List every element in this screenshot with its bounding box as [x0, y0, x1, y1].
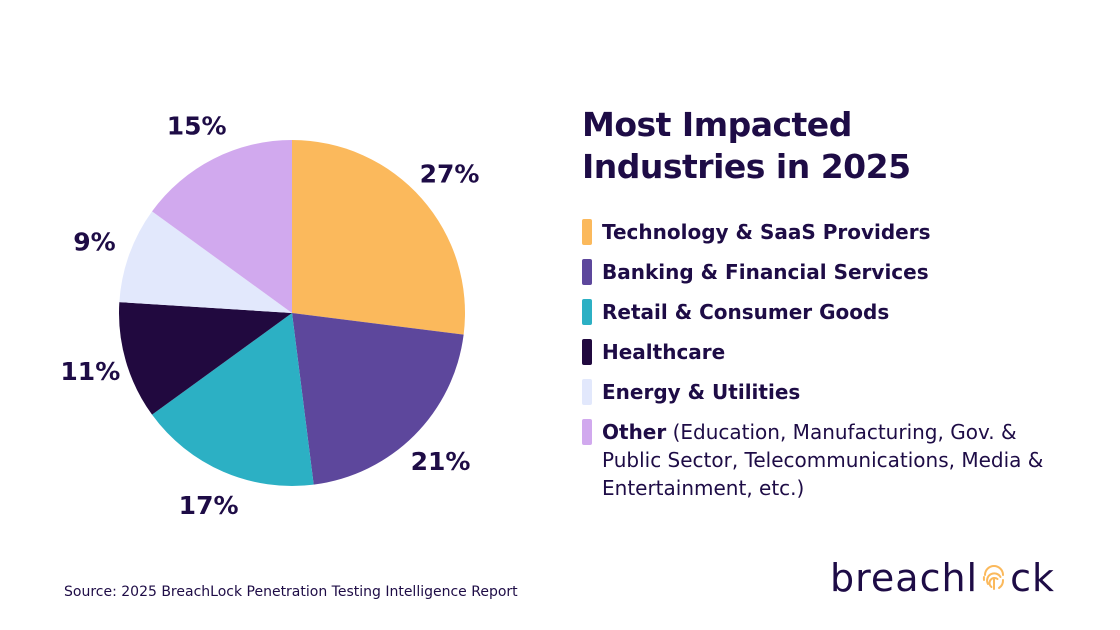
- legend-swatch: [582, 299, 592, 325]
- pie-value-label-4: 11%: [60, 357, 120, 386]
- legend-swatch: [582, 379, 592, 405]
- legend-detail: (Education, Manufacturing, Gov. & Public…: [602, 420, 1044, 500]
- legend: Technology & SaaS Providers Banking & Fi…: [582, 218, 1062, 514]
- pie-slice-6: [152, 140, 292, 313]
- pie-value-label-1: 27%: [420, 160, 480, 189]
- pie-slice-1: [292, 140, 465, 335]
- legend-swatch: [582, 339, 592, 365]
- pie-labels: 27% 21% 17% 11% 9% 15%: [60, 111, 479, 520]
- legend-item: Other (Education, Manufacturing, Gov. & …: [582, 418, 1062, 502]
- legend-item: Technology & SaaS Providers: [582, 218, 1062, 246]
- legend-item: Banking & Financial Services: [582, 258, 1062, 286]
- pie-value-label-5: 9%: [73, 227, 115, 256]
- brand-logo: breachl ck: [830, 556, 1055, 600]
- legend-label: Energy & Utilities: [602, 380, 801, 404]
- legend-item: Energy & Utilities: [582, 378, 1062, 406]
- legend-label: Healthcare: [602, 340, 726, 364]
- legend-label: Banking & Financial Services: [602, 260, 929, 284]
- legend-item: Healthcare: [582, 338, 1062, 366]
- legend-item: Retail & Consumer Goods: [582, 298, 1062, 326]
- pie-slice-2: [292, 313, 464, 485]
- source-note: Source: 2025 BreachLock Penetration Test…: [64, 584, 518, 600]
- pie-value-label-6: 15%: [167, 111, 227, 140]
- pie-value-label-2: 21%: [411, 447, 471, 476]
- pie-value-label-3: 17%: [179, 491, 239, 520]
- legend-label: Technology & SaaS Providers: [602, 220, 931, 244]
- pie-slice-3: [152, 313, 314, 486]
- brand-text-start: breachl: [830, 556, 979, 600]
- pie-slice-4: [118, 302, 292, 415]
- brand-text-end: ck: [1010, 556, 1056, 600]
- pie-slices: [118, 140, 465, 486]
- fingerprint-icon: [982, 565, 1005, 590]
- legend-swatch: [582, 419, 592, 445]
- pie-slice-5: [119, 211, 293, 313]
- legend-swatch: [582, 219, 592, 245]
- legend-swatch: [582, 259, 592, 285]
- legend-label: Retail & Consumer Goods: [602, 300, 890, 324]
- pie-chart: 27% 21% 17% 11% 9% 15%: [60, 111, 479, 520]
- chart-title: Most Impacted Industries in 2025: [582, 105, 911, 186]
- legend-label: Other: [602, 420, 667, 444]
